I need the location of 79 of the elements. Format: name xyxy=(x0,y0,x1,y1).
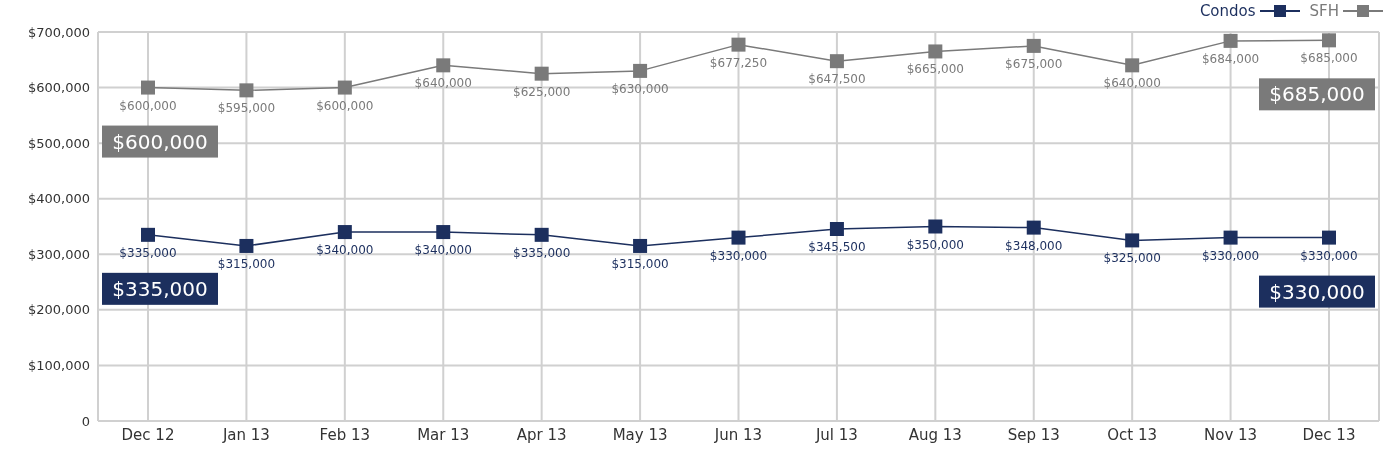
point xyxy=(1322,33,1336,48)
point xyxy=(1026,38,1041,53)
x-tick-label: Oct 13 xyxy=(1107,425,1158,444)
point xyxy=(633,238,648,253)
point xyxy=(239,238,254,253)
point xyxy=(1026,220,1041,235)
point xyxy=(829,222,844,236)
annotation: $330,000 xyxy=(1269,279,1365,304)
x-tick-label: Dec 12 xyxy=(121,425,175,444)
data-label: $600,000 xyxy=(119,98,177,113)
point xyxy=(436,225,451,240)
annotation: $335,000 xyxy=(112,276,208,301)
data-label: $315,000 xyxy=(217,256,276,271)
data-label: $315,000 xyxy=(611,256,669,271)
point xyxy=(1125,58,1140,73)
data-label: $335,000 xyxy=(119,245,177,260)
x-tick-label: Aug 13 xyxy=(908,425,962,444)
x-tick-label: Jan 13 xyxy=(221,425,270,444)
y-tick-label: $100,000 xyxy=(27,358,90,374)
data-label: $685,000 xyxy=(1300,51,1358,66)
point xyxy=(141,227,155,242)
data-label: $348,000 xyxy=(1005,238,1063,253)
point xyxy=(928,44,943,59)
data-label: $595,000 xyxy=(217,101,276,116)
data-label: $640,000 xyxy=(1103,76,1161,91)
y-tick-label: $400,000 xyxy=(27,191,90,207)
annotation: $600,000 xyxy=(112,129,208,154)
data-label: $665,000 xyxy=(906,62,964,77)
y-tick-label: $500,000 xyxy=(27,135,90,151)
data-label: $325,000 xyxy=(1103,251,1161,266)
annotation: $685,000 xyxy=(1269,82,1365,107)
point xyxy=(1223,33,1238,48)
data-label: $630,000 xyxy=(611,81,669,96)
point xyxy=(1125,233,1140,248)
data-label: $340,000 xyxy=(316,243,374,258)
x-tick-label: Jul 13 xyxy=(814,425,858,444)
point xyxy=(633,63,648,78)
x-tick-label: May 13 xyxy=(612,425,668,444)
x-tick-label: Mar 13 xyxy=(417,425,470,444)
data-label: $675,000 xyxy=(1005,56,1063,71)
point xyxy=(534,227,549,242)
x-tick-label: Apr 13 xyxy=(516,425,567,444)
data-label: $335,000 xyxy=(513,245,571,260)
point xyxy=(829,54,844,69)
x-tick-label: Dec 13 xyxy=(1302,425,1356,444)
point xyxy=(239,83,254,98)
y-tick-label: $200,000 xyxy=(27,302,90,318)
x-tick-label: Sep 13 xyxy=(1007,425,1060,444)
data-label: $330,000 xyxy=(1300,248,1358,263)
point xyxy=(337,225,352,240)
x-tick-label: Nov 13 xyxy=(1204,425,1258,444)
data-label: $647,500 xyxy=(808,72,866,87)
point xyxy=(1322,230,1336,245)
data-label: $345,500 xyxy=(808,240,866,254)
legend-label: Condos xyxy=(1199,2,1257,20)
data-label: $600,000 xyxy=(316,98,374,113)
point xyxy=(1223,230,1238,245)
point xyxy=(337,80,352,95)
point xyxy=(436,58,451,73)
point xyxy=(141,80,155,95)
point xyxy=(731,37,746,52)
y-tick-label: $600,000 xyxy=(27,80,90,96)
data-label: $350,000 xyxy=(906,237,964,252)
point xyxy=(534,66,549,81)
y-tick-label: $300,000 xyxy=(27,246,90,262)
data-label: $625,000 xyxy=(513,84,571,99)
data-label: $330,000 xyxy=(1201,248,1260,263)
point xyxy=(731,230,746,245)
data-label: $677,250 xyxy=(709,55,768,70)
data-label: $640,000 xyxy=(414,76,472,91)
x-tick-label: Jun 13 xyxy=(713,425,763,444)
y-tick-label: 0 xyxy=(81,413,90,429)
x-tick-label: Feb 13 xyxy=(319,425,371,444)
point xyxy=(928,219,943,234)
data-label: $684,000 xyxy=(1201,51,1260,66)
legend-label: SFH xyxy=(1309,2,1340,20)
data-label: $340,000 xyxy=(414,243,472,258)
y-tick-label: $700,000 xyxy=(27,24,90,40)
data-label: $330,000 xyxy=(709,248,768,263)
